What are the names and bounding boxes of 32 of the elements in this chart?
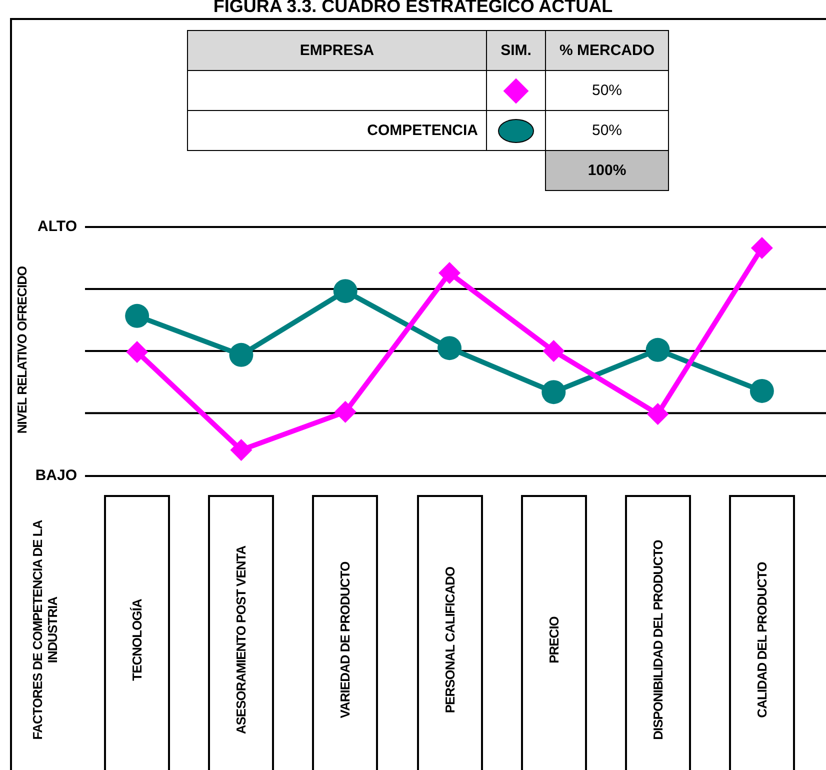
ref-line-label: BAJO xyxy=(35,467,78,484)
x-tick-label: DISPONIBILIDAD DEL PRODUCTO xyxy=(650,540,666,740)
legend-label: COMPETENCIA xyxy=(188,110,486,150)
text: EMPRESA xyxy=(188,30,486,70)
text: FACTORES DE COMPETENCIA DE LA INDUSTRIA xyxy=(30,519,60,742)
y-axis-title: NIVEL RELATIVO OFRECIDO xyxy=(14,266,30,434)
x-tick-label: CALIDAD DEL PRODUCTO xyxy=(754,562,770,718)
point xyxy=(542,380,566,404)
point xyxy=(125,304,150,328)
point xyxy=(646,402,669,425)
point xyxy=(333,279,358,304)
point xyxy=(334,400,356,423)
text: 50% xyxy=(546,70,668,110)
x-tick-label: PERSONAL CALIFICADO xyxy=(442,566,457,714)
x-tick-label: PRECIO xyxy=(546,616,562,664)
point xyxy=(750,236,773,259)
x-tick-label: TECNOLOGÍA xyxy=(130,599,145,681)
text: SIM. xyxy=(486,30,546,70)
point xyxy=(646,338,670,362)
point xyxy=(229,342,254,367)
point xyxy=(750,378,774,403)
point xyxy=(542,340,565,362)
x-tick-label: VARIEDAD DE PRODUCTO xyxy=(338,562,353,718)
text: 50% xyxy=(546,110,668,150)
point xyxy=(438,336,462,360)
point xyxy=(438,262,460,284)
x-tick-label: ASESORAMIENTO POST VENTA xyxy=(234,546,249,734)
ref-line-label: ALTO xyxy=(38,218,78,236)
point xyxy=(230,439,252,462)
text: % MERCADO xyxy=(546,30,668,70)
point xyxy=(126,340,148,363)
text: 100% xyxy=(546,150,668,190)
